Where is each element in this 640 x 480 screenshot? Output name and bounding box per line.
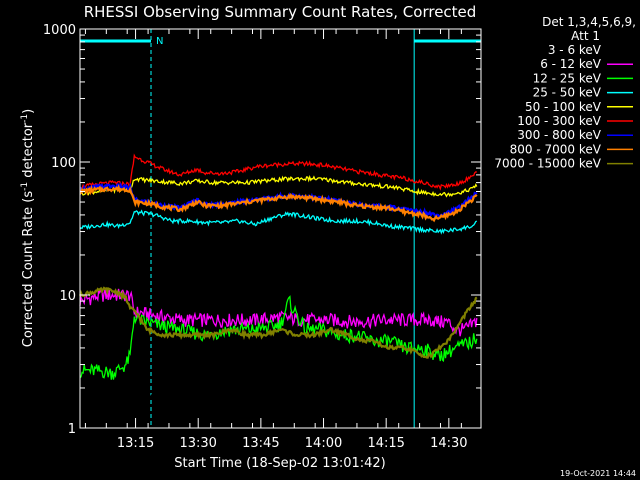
plot-frame (79, 28, 482, 429)
y-axis-label-main: Corrected Count Rate (s (21, 191, 36, 348)
y-axis-label-mid: detector (21, 122, 36, 182)
x-tick-label: 13:30 (179, 436, 216, 451)
series-line-2 (79, 295, 478, 380)
x-tick-label: 14:15 (367, 436, 404, 451)
legend-label-4: 50 - 100 keV (525, 100, 602, 114)
legend-header-2: Att 1 (571, 29, 600, 43)
legend-label-5: 100 - 300 keV (517, 114, 601, 128)
legend-label-2: 12 - 25 keV (533, 71, 602, 85)
y-tick-label: 10 (59, 289, 76, 304)
series-line-3 (79, 209, 478, 235)
footer-date: 19-Oct-2021 14:44 (560, 469, 636, 478)
y-axis-label-sup1: -1 (20, 182, 30, 191)
legend-label-1: 6 - 12 keV (540, 57, 602, 71)
y-axis-label-end: ) (21, 109, 36, 114)
series-layer (78, 153, 478, 430)
axis-layer: 1 10 100 1000 13:15 13:30 13:45 14:00 14:15 14:30 (43, 23, 482, 451)
series-line-1 (79, 288, 478, 337)
series-line-4 (79, 174, 478, 198)
y-axis-label-sup2: -1 (20, 114, 30, 123)
legend-label-8: 7000 - 15000 keV (494, 157, 601, 171)
legend-label-0: 3 - 6 keV (548, 43, 602, 57)
x-axis-label: Start Time (18-Sep-02 13:01:42) (174, 456, 385, 471)
legend-label-7: 800 - 7000 keV (510, 142, 602, 156)
legend-header-1: Det 1,3,4,5,6,9, (542, 15, 636, 29)
series-line-0 (80, 373, 411, 430)
series-line-7 (79, 184, 478, 223)
x-tick-label: 14:00 (305, 436, 342, 451)
legend-label-6: 300 - 800 keV (517, 128, 601, 142)
y-axis-label: Corrected Count Rate (s-1 detector-1) (20, 109, 36, 347)
legend-label-3: 25 - 50 keV (533, 86, 602, 100)
y-tick-label: 1000 (43, 23, 76, 38)
y-tick-label: 1 (68, 422, 76, 437)
series-line-5 (79, 153, 477, 191)
chart-title: RHESSI Observing Summary Count Rates, Co… (84, 3, 477, 21)
y-tick-label: 100 (51, 156, 76, 171)
x-tick-label: 13:45 (242, 436, 279, 451)
x-tick-label: 14:30 (430, 436, 467, 451)
night-label: N (156, 36, 163, 47)
series-line-8 (78, 286, 478, 359)
x-tick-label: 13:15 (117, 436, 154, 451)
